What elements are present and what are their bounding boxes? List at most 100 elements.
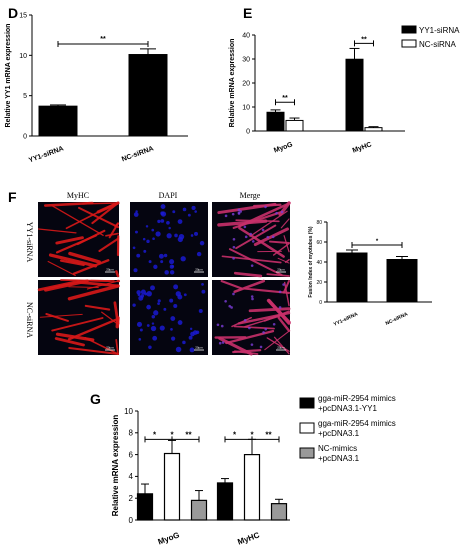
myotube-fiber [68, 251, 102, 264]
y-tick-label: 40 [242, 32, 250, 39]
y-tick-label: 10 [242, 104, 250, 111]
y-tick-label: 2 [129, 494, 134, 503]
panel-letter-d: D [8, 5, 18, 21]
myotube-fiber [67, 284, 120, 301]
myotube-fiber [59, 259, 85, 267]
legend-label-line: gga-miR-2954 mimics [318, 419, 396, 428]
myotube-fiber [98, 237, 120, 253]
significance-label: ** [100, 36, 106, 43]
y-tick-label: 10 [124, 407, 133, 416]
y-tick-label: 0 [129, 516, 134, 525]
significance-label: ** [282, 95, 288, 102]
myotube-fiber [37, 279, 80, 292]
myotube-fiber [277, 257, 290, 264]
nucleus-dot [251, 240, 255, 243]
chart-rescue-expression: 0 2 4 6 8 10 Relative mRNA expression MyoG MyHC *… [111, 394, 396, 547]
myotube-fiber [263, 310, 290, 322]
myotube-fiber [72, 259, 110, 275]
y-tick-label: 4 [129, 472, 134, 481]
legend-swatch [401, 25, 417, 34]
nucleus-dot [271, 235, 275, 239]
row-label-nc-sirna: NC-siRNA [25, 302, 34, 338]
myotube-fiber [217, 219, 268, 227]
nucleus-dot [177, 294, 183, 300]
bar [336, 252, 368, 303]
legend-label: gga-miR-2954 mimics +pcDNA3.1-YY1 [318, 394, 396, 413]
nucleus-dot [190, 234, 194, 237]
scale-bar-label: 20μm [195, 346, 203, 350]
nucleus-dot [188, 335, 193, 340]
myotube-fiber [243, 287, 291, 294]
nucleus-dot [189, 327, 193, 331]
y-axis-label: Fusion Index of myotubes (%) [308, 226, 314, 297]
chart-myogenic-expression: 0 10 20 30 40 Relative mRNA expression MyoG MyH… [229, 25, 460, 155]
myotube-fiber [82, 202, 118, 205]
nucleus-dot [173, 303, 178, 308]
significance-label: ** [361, 36, 367, 43]
nucleus-dot [180, 256, 186, 262]
x-tick-label: MyoG [273, 141, 294, 154]
legend-label-line: +pcDNA3.1-YY1 [318, 404, 377, 413]
nucleus-dot [151, 228, 155, 232]
legend-swatch [299, 447, 315, 459]
nucleus-dot [192, 330, 198, 335]
bar [386, 259, 418, 303]
micrograph-image [130, 202, 208, 277]
nucleus-dot [224, 214, 228, 218]
nucleus-dot [171, 264, 175, 268]
legend-label-line: +pcDNA3.1 [318, 454, 360, 463]
bar [38, 105, 78, 137]
legend-label-line: NC-mimics [318, 444, 357, 453]
myotube-fiber [232, 349, 262, 354]
nucleus-dot [164, 270, 169, 275]
nucleus-dot [250, 264, 254, 267]
chart-yy1-expression: 0 5 10 15 Relative YY1 mRNA expression YY1-si… [5, 12, 188, 164]
bar [266, 111, 285, 132]
bar [190, 499, 208, 521]
nucleus-dot [194, 210, 197, 213]
nucleus-dot [264, 327, 268, 331]
nucleus-dot [187, 213, 191, 217]
micrograph-grid: MyHC DAPI Merge YY1-siRNA NC-siRNA 20μm 2… [25, 191, 291, 356]
nucleus-dot [262, 331, 265, 334]
nucleus-dot [146, 239, 150, 244]
x-tick-label: YY1-siRNA [333, 311, 360, 328]
significance-label: * [250, 430, 254, 439]
myotube-fiber [280, 218, 290, 229]
myotube-fiber [221, 255, 282, 264]
x-tick-label: MyoG [157, 530, 181, 546]
nucleus-dot [264, 205, 267, 209]
nucleus-dot [160, 211, 167, 217]
nucleus-dot [133, 212, 139, 217]
myotube-fiber [283, 235, 290, 253]
nucleus-dot [248, 326, 251, 330]
nucleus-dot [201, 289, 206, 294]
nucleus-dot [146, 304, 151, 310]
myotube-fiber [113, 301, 120, 325]
myotube-fiber [264, 330, 290, 351]
legend-label: YY1-siRNA [419, 26, 460, 35]
nucleus-dot [250, 343, 254, 346]
nucleus-dot [232, 257, 235, 260]
nucleus-dot [237, 208, 241, 212]
y-tick-label: 8 [129, 429, 134, 438]
y-axis-label: Relative YY1 mRNA expression [5, 24, 12, 128]
column-label-myhc: MyHC [67, 191, 89, 200]
legend-label: NC-mimics +pcDNA3.1 [318, 444, 360, 463]
nucleus-dot [152, 335, 158, 341]
nucleus-dot [249, 232, 253, 236]
y-tick-label: 0 [319, 300, 322, 306]
nucleus-dot [139, 328, 143, 332]
nucleus-dot [160, 260, 164, 264]
nucleus-dot [231, 212, 235, 216]
nucleus-dot [168, 226, 171, 230]
nucleus-dot [178, 233, 185, 240]
nucleus-dot [150, 285, 155, 291]
nucleus-dot [134, 230, 138, 234]
myotube-fiber [101, 311, 119, 325]
nucleus-dot [228, 304, 232, 308]
nucleus-dot [157, 219, 161, 224]
myotube-fiber [37, 228, 77, 234]
bar [285, 119, 304, 132]
scale-bar-label: 20μm [195, 268, 203, 272]
